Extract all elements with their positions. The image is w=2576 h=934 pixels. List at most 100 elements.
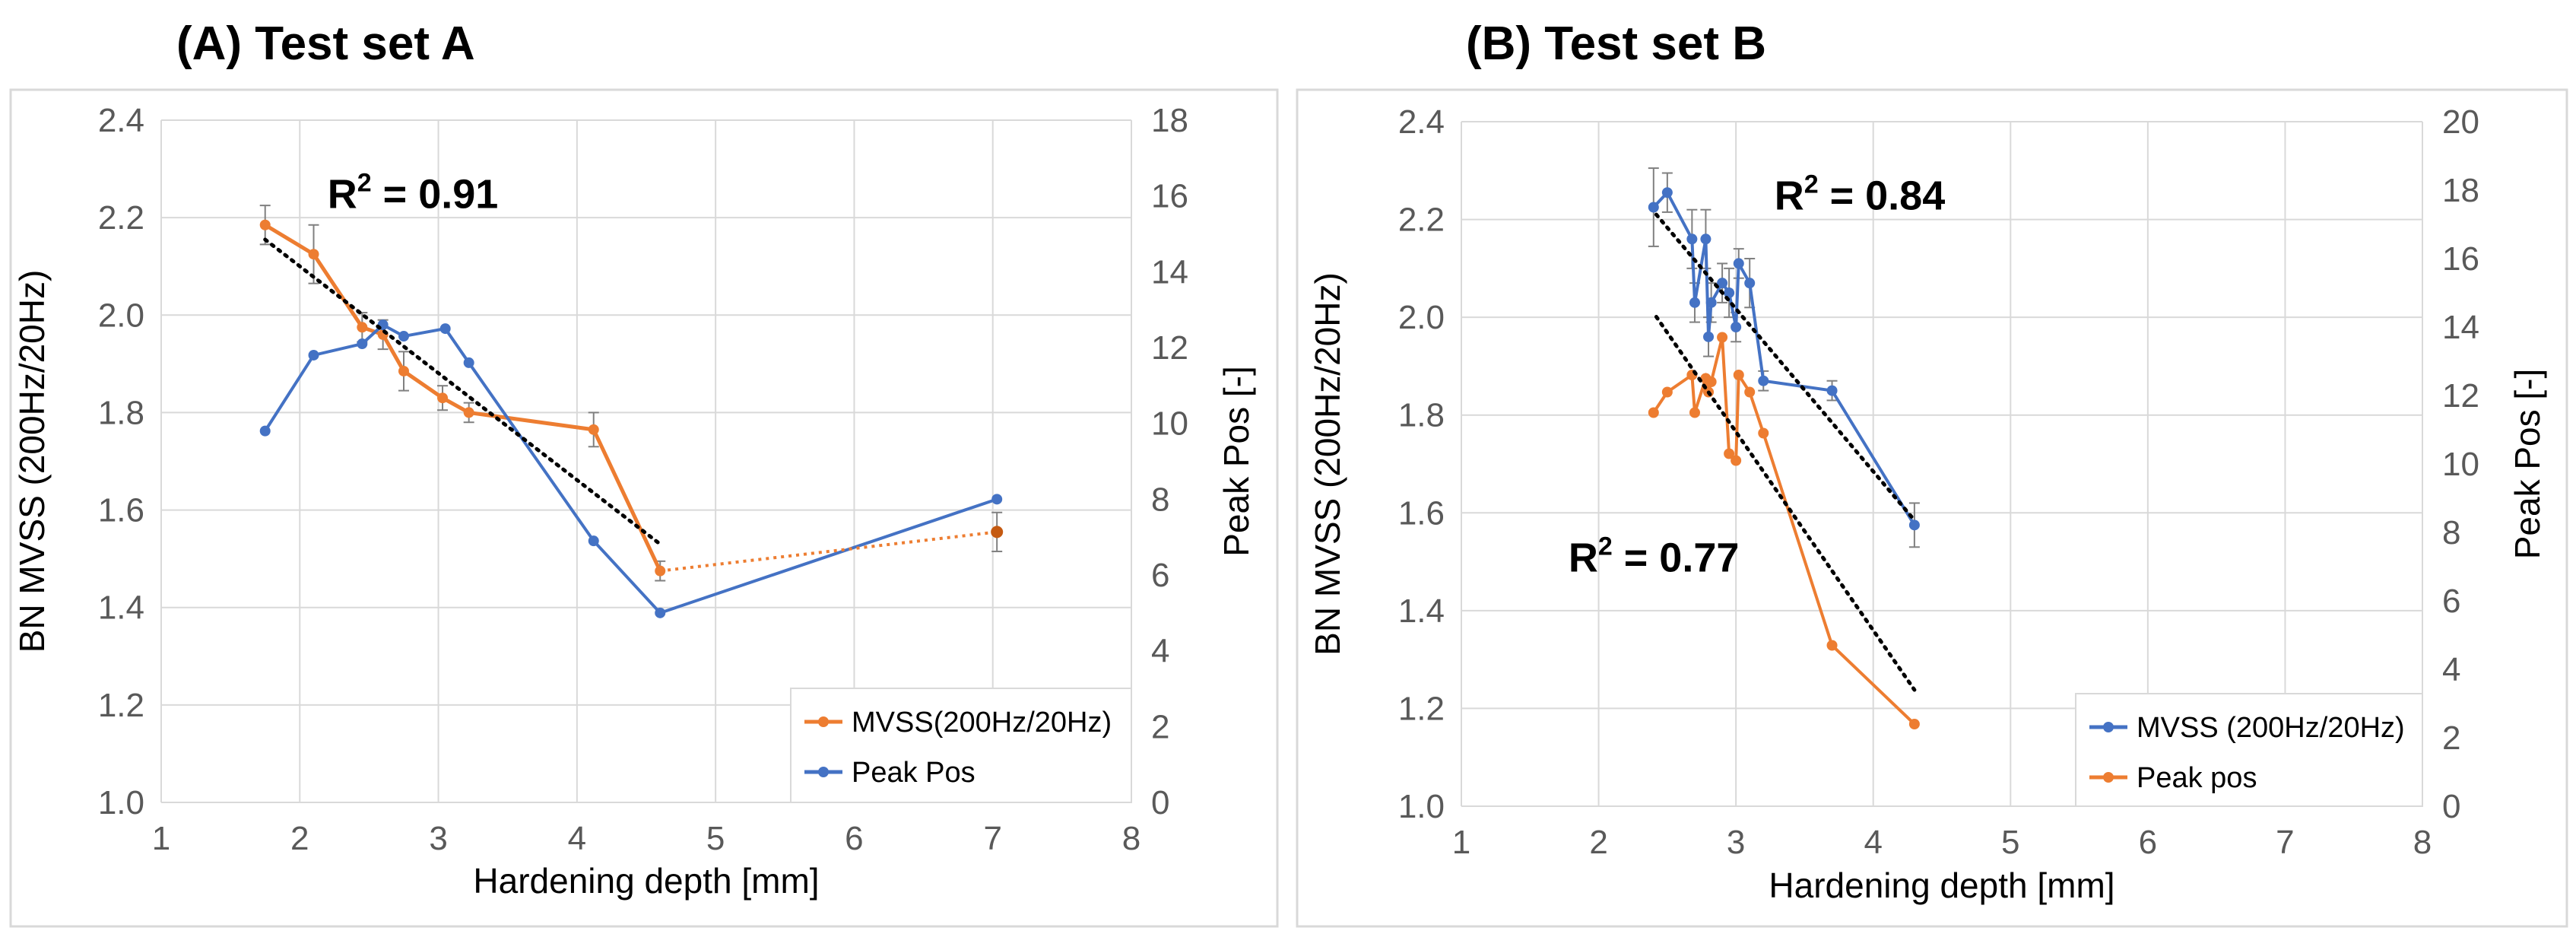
chart-a-yright-tick-3: 6 bbox=[1151, 557, 1169, 594]
chart-a-legend-label-1: Peak Pos bbox=[852, 757, 976, 789]
chart-b-r2-annotation-0: R2 = 0.84 bbox=[1775, 170, 1946, 219]
chart-a-yleft-tick-2: 1.4 bbox=[98, 589, 144, 627]
chart-a-point-1-0 bbox=[259, 425, 271, 437]
chart-a-trendline-0 bbox=[263, 237, 662, 546]
r2-superscript: 2 bbox=[357, 168, 372, 197]
chart-b-x-tick-6: 7 bbox=[2276, 824, 2294, 861]
chart-a-yleft-tick-3: 1.6 bbox=[98, 492, 144, 529]
chart-b-yleft-tick-7: 2.4 bbox=[1398, 103, 1445, 141]
chart-a-point-0-7 bbox=[588, 424, 599, 435]
chart-b-point-1-14 bbox=[1908, 719, 1920, 729]
chart-b-point-1-6 bbox=[1705, 376, 1717, 387]
chart-a-yleft-axis-title: BN MVSS (200Hz/20Hz) bbox=[12, 270, 52, 653]
chart-b-point-1-7 bbox=[1717, 332, 1728, 343]
chart-b-point-0-1 bbox=[1661, 187, 1673, 199]
r2-value: = 0.91 bbox=[372, 171, 499, 217]
chart-b-point-1-1 bbox=[1661, 386, 1673, 398]
chart-a-legend-swatch-marker-0 bbox=[818, 716, 829, 727]
chart-b-point-1-13 bbox=[1826, 640, 1838, 651]
chart-b-r2-annotation-1: R2 = 0.77 bbox=[1569, 532, 1740, 580]
chart-a-yright-tick-0: 0 bbox=[1151, 784, 1169, 821]
chart-b-x-tick-1: 2 bbox=[1589, 824, 1607, 861]
chart-a-x-tick-6: 7 bbox=[983, 820, 1001, 857]
chart-b-frame bbox=[1296, 88, 2568, 928]
chart-b-point-0-14 bbox=[1908, 519, 1920, 531]
chart-a-yright-tick-8: 16 bbox=[1151, 178, 1188, 215]
chart-a-series-line-0 bbox=[264, 223, 662, 572]
chart-a-yleft-tick-1: 1.2 bbox=[98, 687, 144, 724]
chart-a-x-tick-4: 5 bbox=[706, 820, 725, 857]
chart-b-yright-tick-7: 14 bbox=[2442, 309, 2479, 346]
r2-letter: R bbox=[1775, 173, 1804, 219]
chart-a-point-0-0 bbox=[259, 219, 271, 230]
chart-b-point-1-12 bbox=[1758, 427, 1769, 439]
chart-b-yright-tick-4: 8 bbox=[2442, 514, 2460, 551]
chart-b-yleft-tick-0: 1.0 bbox=[1398, 788, 1445, 825]
chart-a-x-tick-7: 8 bbox=[1122, 820, 1140, 857]
chart-b-point-0-8 bbox=[1724, 288, 1735, 298]
chart-b-yright-tick-8: 16 bbox=[2442, 240, 2479, 278]
chart-b-x-tick-0: 1 bbox=[1452, 824, 1470, 861]
chart-a-yright-tick-2: 4 bbox=[1151, 633, 1169, 670]
chart-b-yright-tick-0: 0 bbox=[2442, 788, 2460, 825]
chart-a-yright-tick-4: 8 bbox=[1151, 481, 1169, 518]
chart-a-title: (A) Test set A bbox=[176, 17, 475, 70]
chart-b-yright-tick-9: 18 bbox=[2442, 172, 2479, 209]
chart-b-yleft-tick-2: 1.4 bbox=[1398, 592, 1445, 630]
chart-b-point-0-9 bbox=[1731, 322, 1742, 332]
r2-value: = 0.84 bbox=[1819, 173, 1946, 219]
chart-a-point-1-7 bbox=[588, 535, 599, 547]
chart-a-point-1-6 bbox=[463, 357, 474, 368]
chart-a-series-line-1 bbox=[264, 322, 998, 615]
chart-a-point-1-4 bbox=[398, 331, 409, 342]
chart-a-x-tick-0: 1 bbox=[152, 820, 170, 857]
chart-a-point-1-8 bbox=[655, 607, 666, 618]
chart-b-point-1-11 bbox=[1744, 386, 1756, 398]
chart-b-series-line-1 bbox=[1652, 337, 1916, 726]
chart-b-point-1-8 bbox=[1724, 448, 1735, 459]
chart-b-point-0-7 bbox=[1717, 278, 1728, 289]
chart-a-point-1-9 bbox=[991, 494, 1003, 505]
chart-a-x-tick-2: 3 bbox=[429, 820, 447, 857]
chart-a-yright-tick-6: 12 bbox=[1151, 329, 1188, 367]
chart-a-yleft-tick-5: 2.0 bbox=[98, 297, 144, 334]
chart-a-point-0-6 bbox=[463, 407, 474, 418]
chart-b-point-1-0 bbox=[1648, 407, 1659, 418]
chart-b-point-0-3 bbox=[1689, 297, 1700, 308]
chart-b-point-1-10 bbox=[1733, 370, 1744, 380]
chart-b-yleft-tick-3: 1.6 bbox=[1398, 494, 1445, 532]
chart-a-x-tick-3: 4 bbox=[568, 820, 586, 857]
chart-a-dotted-segment-0 bbox=[659, 530, 998, 573]
chart-b-point-0-2 bbox=[1686, 234, 1698, 245]
chart-b-yleft-axis-title: BN MVSS (200Hz/20Hz) bbox=[1308, 272, 1347, 656]
chart-a-legend-swatch-marker-1 bbox=[818, 767, 829, 777]
chart-a-yright-tick-9: 18 bbox=[1151, 102, 1188, 139]
chart-a-yleft-tick-0: 1.0 bbox=[98, 784, 144, 821]
chart-a-point-0-2 bbox=[357, 322, 368, 333]
chart-b-legend-swatch-marker-0 bbox=[2103, 722, 2114, 732]
chart-b-point-0-4 bbox=[1700, 234, 1712, 245]
chart-b-x-tick-2: 3 bbox=[1727, 824, 1745, 861]
chart-a-yright-tick-1: 2 bbox=[1151, 708, 1169, 745]
chart-b-yright-tick-6: 12 bbox=[2442, 377, 2479, 415]
r2-value: = 0.77 bbox=[1613, 535, 1740, 580]
chart-a-point-0-1 bbox=[308, 249, 319, 260]
chart-b-yleft-tick-4: 1.8 bbox=[1398, 397, 1445, 434]
chart-a-yright-tick-5: 10 bbox=[1151, 405, 1188, 443]
chart-b-trendline-0 bbox=[1654, 212, 1917, 523]
chart-b-point-1-3 bbox=[1689, 407, 1700, 418]
chart-a-x-tick-5: 6 bbox=[845, 820, 863, 857]
chart-a-yleft-tick-4: 1.8 bbox=[98, 394, 144, 431]
chart-a-yright-tick-7: 14 bbox=[1151, 253, 1188, 291]
chart-b-point-0-12 bbox=[1758, 375, 1769, 386]
chart-a-r2-annotation-0: R2 = 0.91 bbox=[328, 168, 499, 217]
r2-superscript: 2 bbox=[1598, 532, 1613, 561]
chart-b-trendline-1 bbox=[1654, 315, 1917, 692]
chart-a-x-tick-1: 2 bbox=[290, 820, 309, 857]
chart-b-legend-label-0: MVSS (200Hz/20Hz) bbox=[2137, 712, 2405, 744]
chart-b-yleft-tick-1: 1.2 bbox=[1398, 690, 1445, 727]
chart-b-title: (B) Test set B bbox=[1466, 17, 1767, 70]
r2-letter: R bbox=[1569, 535, 1598, 580]
r2-letter: R bbox=[328, 171, 357, 217]
